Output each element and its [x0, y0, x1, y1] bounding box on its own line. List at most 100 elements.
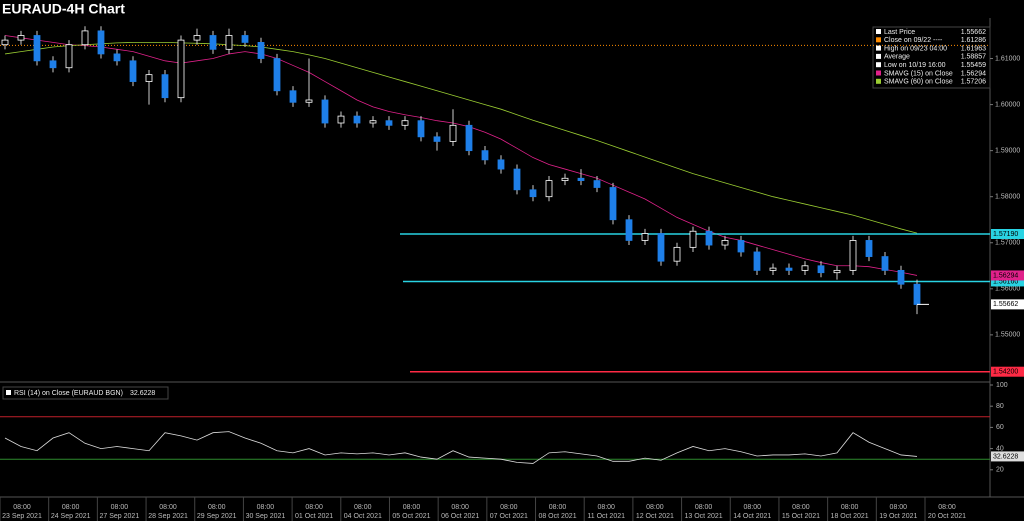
candle-body	[385, 120, 393, 126]
candle-body	[353, 115, 361, 124]
legend-name: Close on 09/22 ----	[884, 37, 943, 44]
x-tick-time: 08:00	[743, 504, 761, 511]
y-tick-label: 1.57000	[995, 240, 1020, 247]
candle-body	[417, 120, 425, 138]
candle-body	[369, 120, 377, 124]
last-price-badge-label: 1.55662	[993, 301, 1018, 308]
x-tick-date: 11 Oct 2021	[587, 513, 625, 520]
x-tick-date: 23 Sep 2021	[2, 513, 42, 520]
rsi-badge-label: 32.6228	[993, 453, 1018, 460]
candle-body	[497, 159, 505, 170]
x-tick-date: 05 Oct 2021	[392, 513, 430, 520]
candle-body	[545, 180, 553, 198]
level-badge-label: 1.54200	[993, 369, 1018, 376]
candle-body	[449, 124, 457, 142]
candle-body	[241, 35, 249, 43]
legend-name: SMAVG (15) on Close	[884, 70, 953, 77]
rsi-tick-label: 60	[996, 424, 1004, 431]
candle-body	[129, 60, 137, 82]
legend-swatch	[876, 62, 881, 68]
x-tick-date: 12 Oct 2021	[636, 513, 674, 520]
x-tick-time: 08:00	[305, 504, 323, 511]
x-tick-time: 08:00	[111, 504, 129, 511]
legend-value: 1.55662	[961, 29, 986, 36]
x-tick-date: 28 Sep 2021	[148, 513, 188, 520]
x-tick-date: 08 Oct 2021	[538, 513, 576, 520]
x-tick-time: 08:00	[257, 504, 275, 511]
x-tick-time: 08:00	[695, 504, 713, 511]
candle-body	[513, 168, 521, 191]
legend-name: Last Price	[884, 29, 915, 36]
x-tick-date: 15 Oct 2021	[782, 513, 820, 520]
x-tick-time: 08:00	[159, 504, 177, 511]
x-tick-time: 08:00	[549, 504, 567, 511]
candle-body	[433, 136, 441, 142]
x-tick-time: 08:00	[403, 504, 421, 511]
sma-line	[4, 35, 918, 276]
y-tick-label: 1.59000	[995, 147, 1020, 154]
x-tick-time: 08:00	[451, 504, 469, 511]
candle-body	[257, 42, 265, 59]
x-tick-date: 30 Sep 2021	[246, 513, 286, 520]
candle-body	[481, 150, 489, 161]
candle-body	[609, 187, 617, 221]
x-tick-time: 08:00	[938, 504, 956, 511]
candle-body	[817, 265, 825, 274]
legend-swatch	[876, 37, 881, 43]
x-tick-date: 13 Oct 2021	[685, 513, 723, 520]
candle-body	[881, 256, 889, 271]
x-tick-time: 08:00	[208, 504, 226, 511]
candle-body	[273, 58, 281, 92]
legend-swatch	[876, 53, 881, 59]
rsi-tick-label: 20	[996, 467, 1004, 474]
legend-value: 1.61963	[961, 45, 986, 52]
candle-body	[833, 269, 841, 274]
legend-value: 1.56294	[961, 70, 986, 77]
x-tick-date: 18 Oct 2021	[831, 513, 869, 520]
candle-body	[33, 35, 41, 62]
candle-body	[65, 44, 73, 69]
candle-body	[17, 35, 25, 41]
x-tick-date: 01 Oct 2021	[295, 513, 333, 520]
rsi-legend-box	[2, 386, 169, 400]
x-tick-date: 20 Oct 2021	[928, 513, 966, 520]
candle-body	[913, 283, 921, 305]
x-tick-date: 19 Oct 2021	[879, 513, 917, 520]
candle-body	[289, 90, 297, 103]
legend-name: SMAVG (60) on Close	[884, 79, 953, 86]
level-badge-label: 1.56160	[993, 278, 1018, 285]
x-tick-time: 08:00	[890, 504, 908, 511]
rsi-tick-label: 80	[996, 403, 1004, 410]
rsi-tick-label: 100	[996, 382, 1008, 389]
candle-body	[193, 35, 201, 41]
x-tick-time: 08:00	[62, 504, 80, 511]
candle-body	[849, 240, 857, 271]
legend-swatch	[876, 78, 881, 84]
x-tick-date: 29 Sep 2021	[197, 513, 237, 520]
y-tick-label: 1.60000	[995, 101, 1020, 108]
x-tick-time: 08:00	[13, 504, 31, 511]
candle-body	[49, 60, 57, 69]
x-tick-date: 07 Oct 2021	[490, 513, 528, 520]
legend-swatch	[876, 45, 881, 51]
candle-body	[113, 53, 121, 62]
candle-body	[753, 251, 761, 271]
legend-swatch	[876, 29, 881, 34]
level-badge	[991, 229, 1024, 240]
rsi-legend-name: RSI (14) on Close (EURAUD BGN)	[14, 390, 123, 397]
chart-title: EURAUD-4H Chart	[2, 1, 125, 17]
sma-line	[4, 42, 918, 234]
candle-body	[81, 30, 89, 46]
legend-value: 1.55459	[961, 62, 986, 69]
y-tick-label: 1.58000	[995, 194, 1020, 201]
x-tick-date: 06 Oct 2021	[441, 513, 479, 520]
candle-body	[145, 74, 153, 82]
legend-value: 1.61286	[961, 37, 986, 44]
candle-body	[577, 177, 585, 181]
legend-swatch	[876, 70, 881, 76]
candle-body	[1, 39, 9, 46]
candle-body	[641, 233, 649, 241]
legend-value: 1.58857	[961, 54, 986, 61]
candle-body	[657, 233, 665, 262]
